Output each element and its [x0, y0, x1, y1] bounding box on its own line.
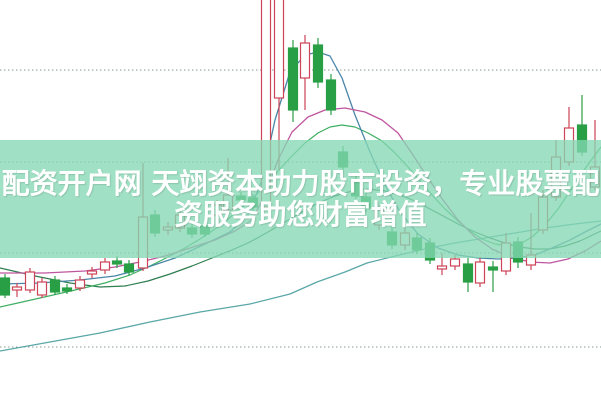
bearish-candle-body [487, 266, 499, 271]
bullish-candle-body [436, 265, 448, 270]
bearish-candle-body [0, 277, 11, 296]
bearish-candle-body [312, 44, 324, 83]
bullish-candle-body [474, 261, 486, 284]
bearish-candle-body [287, 47, 299, 111]
bullish-candle-body [74, 279, 86, 289]
bearish-candle-body [325, 79, 337, 111]
bullish-candle-body [449, 258, 461, 267]
bearish-candle-body [61, 287, 73, 292]
banner-line-1: 配资开户网 天翊资本助力股市投资，专业股票配 [1, 167, 600, 200]
bullish-candle-body [24, 271, 36, 291]
bullish-candle-body [86, 270, 98, 275]
bullish-candle-body [11, 286, 23, 291]
bearish-candle-body [462, 263, 474, 283]
bearish-candle-body [111, 260, 123, 265]
promo-banner: 配资开户网 天翊资本助力股市投资，专业股票配 资服务助您财富增值 [0, 140, 601, 258]
bearish-candle-body [123, 263, 135, 273]
bullish-candle-body [36, 281, 48, 296]
bullish-candle-body [299, 42, 311, 79]
bullish-candle-body [273, 0, 285, 99]
bullish-candle-body [99, 261, 111, 271]
banner-line-2: 资服务助您财富增值 [174, 198, 427, 231]
bearish-candle-body [49, 279, 61, 293]
